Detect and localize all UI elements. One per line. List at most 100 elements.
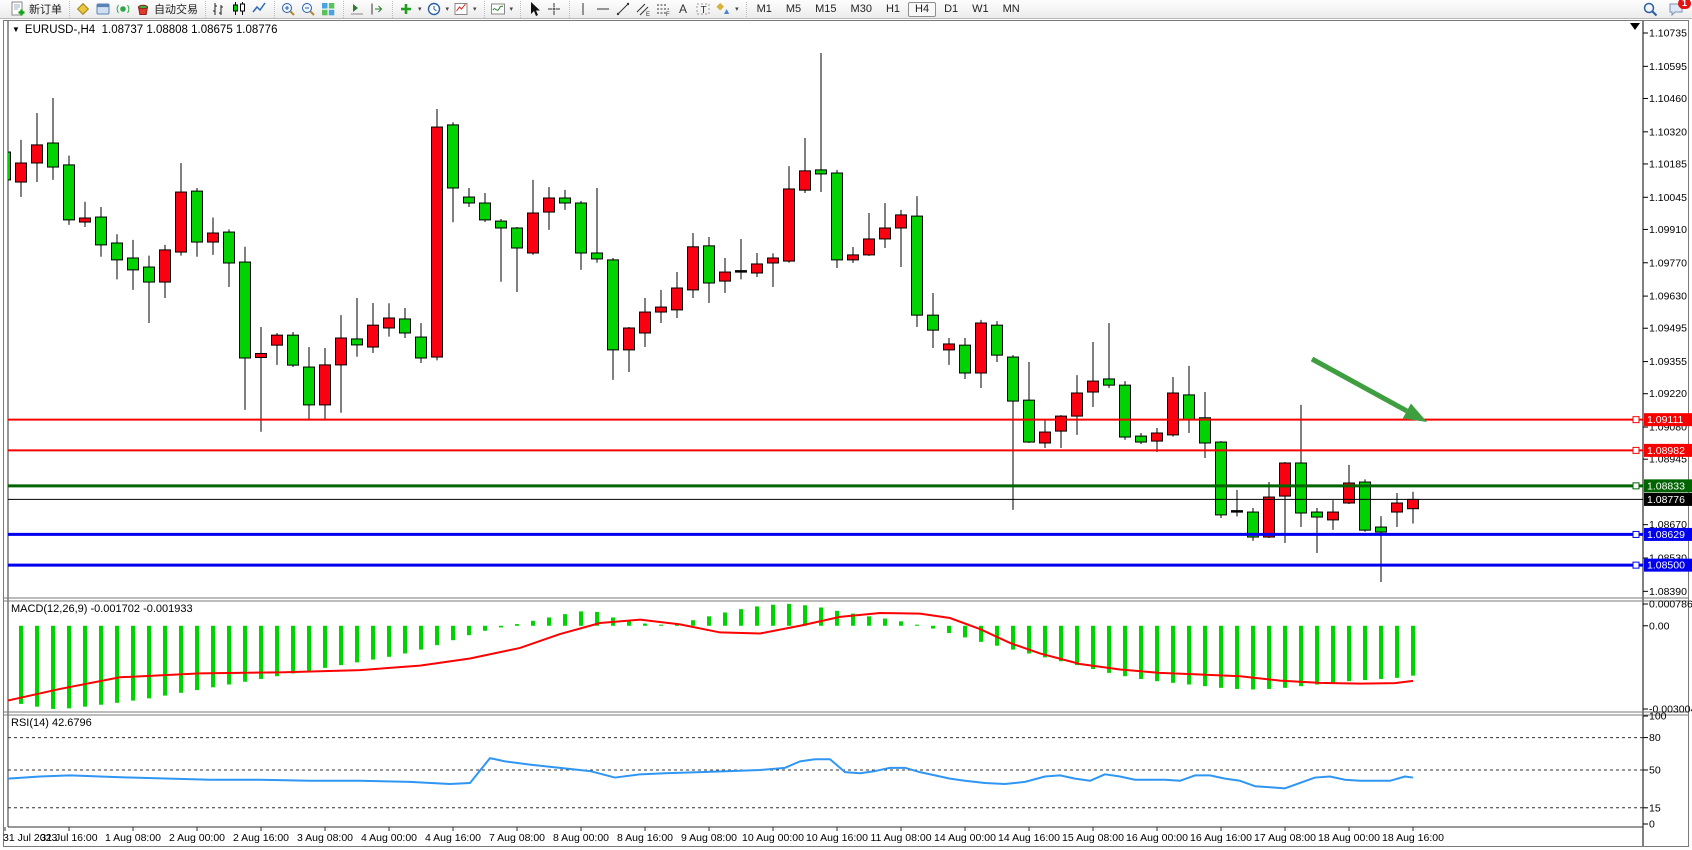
chart-candles-button[interactable] <box>229 1 249 18</box>
auto-scroll-button[interactable] <box>347 1 367 18</box>
line-anchor-marker[interactable] <box>1632 482 1640 490</box>
templates-icon <box>454 3 468 15</box>
svg-text:E: E <box>646 12 650 17</box>
rsi-plot-area[interactable] <box>8 715 1643 827</box>
periods-button[interactable]: ▾ <box>424 1 452 18</box>
crosshair-icon <box>548 3 561 15</box>
annotation-arrow[interactable] <box>1310 356 1427 422</box>
timeframe-mn-button[interactable]: MN <box>1002 2 1020 15</box>
price-axis[interactable]: 1.10735 1.10595 1.10460 1.10320 1.10185 1.100… <box>1643 28 1687 598</box>
timeframe-w1-button[interactable]: W1 <box>972 2 989 15</box>
chart-line-button[interactable] <box>249 1 269 18</box>
auto-scroll-icon <box>351 4 363 15</box>
macd-bar <box>787 603 791 626</box>
timeframe-m5-button[interactable]: M5 <box>785 2 802 15</box>
chart-bars-button[interactable] <box>209 1 229 18</box>
autotrading-button[interactable]: 自动交易 <box>133 1 200 18</box>
trendline-icon <box>616 2 630 16</box>
candle <box>543 197 555 213</box>
ohlc-values: 1.08737 1.08808 1.08675 1.08776 <box>101 24 278 36</box>
label-button[interactable]: T <box>693 1 713 18</box>
macd-bar <box>115 625 119 703</box>
time-axis-label: 18 Aug 00:00 <box>1318 832 1380 844</box>
macd-bar <box>1059 625 1063 662</box>
vline-button[interactable] <box>573 1 593 18</box>
candle <box>287 334 299 366</box>
chart-shift-button[interactable] <box>367 1 387 18</box>
candle <box>1295 462 1307 514</box>
macd-axis-label: 0.000786 <box>1649 599 1692 611</box>
timeframe-h1-button[interactable]: H1 <box>885 2 901 15</box>
cursor-button[interactable] <box>524 1 544 18</box>
line-anchor-marker[interactable] <box>1632 530 1640 538</box>
toolbar: 新订单 自动交易 ▾ ▾ ▾ ▾ E F A T ▾ M1 M5 M15 M30 H1 H4 D1 W1 MN 1 <box>0 0 1692 19</box>
symbol-label: EURUSD-,H4 <box>24 24 96 36</box>
zoom-out-button[interactable] <box>298 1 318 18</box>
rsi-axis[interactable]: 100 80 50 15 0 <box>1643 711 1667 831</box>
macd-bar <box>19 625 23 704</box>
time-axis-label: 16 Aug 16:00 <box>1190 832 1252 844</box>
timeframe-m1-button[interactable]: M1 <box>756 2 772 15</box>
new-order-button[interactable]: 新订单 <box>8 1 64 18</box>
macd-bar <box>771 604 775 626</box>
price-badge-text: 1.09111 <box>1647 414 1684 426</box>
shapes-button[interactable]: ▾ <box>713 1 741 18</box>
timeframe-m15-button[interactable]: M15 <box>815 2 837 15</box>
trendline-button[interactable] <box>613 1 633 18</box>
tile-windows-button[interactable] <box>318 1 338 18</box>
candle <box>1407 498 1419 510</box>
toolbar-group <box>343 0 390 18</box>
strategy-tester-button[interactable] <box>113 1 133 18</box>
scroll-end-marker-icon[interactable] <box>1630 23 1640 30</box>
indicators-button[interactable]: ▾ <box>396 1 424 18</box>
chart-frame <box>3 20 1689 847</box>
macd-bar <box>1379 625 1383 679</box>
data-window-button[interactable] <box>73 1 93 18</box>
price-axis-label: 1.09355 <box>1649 356 1687 368</box>
macd-axis[interactable]: 0.000786 0.00 -0.003004 <box>1643 599 1692 716</box>
text-button[interactable]: A <box>673 1 693 18</box>
macd-bar <box>1043 625 1047 658</box>
line-anchor-marker[interactable] <box>1632 416 1640 424</box>
macd-bar <box>851 613 855 626</box>
macd-indicator-label: MACD(12,26,9) -0.001702 -0.001933 <box>11 603 193 615</box>
timeframe-h4-button[interactable]: H4 <box>908 1 937 17</box>
channel-button[interactable]: E <box>633 1 653 18</box>
templates-button[interactable]: ▾ <box>451 1 479 18</box>
zoom-in-icon <box>282 3 295 16</box>
symbol-collapse-icon[interactable]: ▼ <box>12 25 20 34</box>
wave-icon <box>490 3 505 15</box>
terminal-button[interactable] <box>93 1 113 18</box>
objects-button[interactable]: ▾ <box>488 1 516 18</box>
macd-bar <box>147 625 151 699</box>
macd-bar <box>99 625 103 705</box>
macd-bar <box>403 625 407 654</box>
time-axis-label: 10 Aug 00:00 <box>742 832 804 844</box>
cursor-icon <box>531 2 541 16</box>
macd-bar <box>899 621 903 626</box>
time-axis-label: 3 Aug 08:00 <box>297 832 353 844</box>
macd-bar <box>1395 625 1399 678</box>
candle <box>255 352 267 359</box>
label-icon: T <box>696 3 710 16</box>
macd-bar <box>547 617 551 626</box>
search-button[interactable] <box>1642 1 1658 17</box>
line-anchor-marker[interactable] <box>1632 561 1640 569</box>
candle <box>335 337 347 366</box>
notifications-button[interactable]: 1 <box>1668 0 1691 17</box>
candle <box>1007 356 1019 402</box>
macd-bar <box>35 625 39 707</box>
candle <box>207 232 219 243</box>
timeframe-m30-button[interactable]: M30 <box>850 2 872 15</box>
price-badge-1.08500 <box>1644 558 1692 572</box>
candle <box>735 270 747 273</box>
time-axis-label: 18 Aug 16:00 <box>1382 832 1444 844</box>
timeframe-d1-button[interactable]: D1 <box>944 2 959 15</box>
fibonacci-button[interactable]: F <box>653 1 673 18</box>
crosshair-button[interactable] <box>544 1 564 18</box>
hline-button[interactable] <box>593 1 613 18</box>
zoom-in-button[interactable] <box>278 1 298 18</box>
line-anchor-marker[interactable] <box>1632 446 1640 454</box>
macd-bar <box>803 605 807 626</box>
